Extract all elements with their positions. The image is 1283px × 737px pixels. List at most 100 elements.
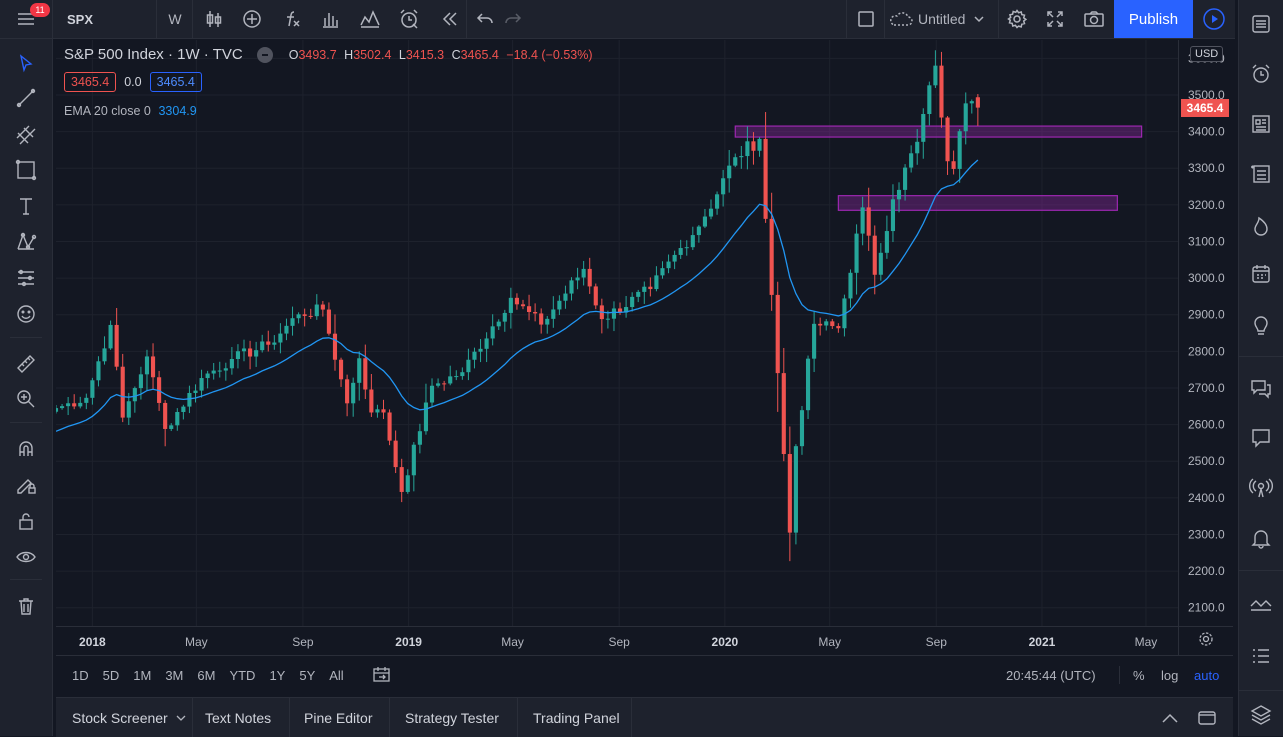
- measure-tool[interactable]: [10, 349, 42, 379]
- patterns-tool[interactable]: [10, 227, 42, 257]
- magnet-tool[interactable]: [10, 434, 42, 464]
- function-icon: [287, 11, 300, 27]
- tab-pine-editor[interactable]: Pine Editor: [304, 709, 373, 726]
- ema-indicator-label[interactable]: EMA 20 close 0: [64, 104, 151, 118]
- watchlist-button[interactable]: [1245, 8, 1277, 40]
- candle-body: [369, 389, 374, 413]
- play-button[interactable]: [1193, 0, 1235, 38]
- log-toggle[interactable]: log: [1161, 667, 1179, 683]
- notifications-button[interactable]: [1245, 522, 1277, 554]
- chats-button[interactable]: [1245, 372, 1277, 404]
- news-button[interactable]: [1245, 108, 1277, 140]
- candle-body: [72, 403, 77, 407]
- fullscreen-button[interactable]: [1040, 0, 1070, 38]
- select-layout-button[interactable]: [850, 0, 882, 38]
- calendar-button[interactable]: [1245, 258, 1277, 290]
- compare-button[interactable]: [236, 0, 268, 38]
- go-to-date-button[interactable]: [372, 656, 392, 694]
- chat-bubbles-icon: [1251, 380, 1271, 399]
- utc-clock[interactable]: 20:45:44 (UTC): [1006, 667, 1096, 683]
- collapse-panel-button[interactable]: [1161, 698, 1179, 737]
- settings-button[interactable]: [1002, 0, 1032, 38]
- snapshot-button[interactable]: [1078, 0, 1110, 38]
- time-tick-label: 2021: [1029, 635, 1056, 649]
- candle-body: [66, 403, 71, 407]
- stay-in-drawing-mode[interactable]: [10, 469, 42, 499]
- indicators-button[interactable]: [276, 0, 308, 38]
- candle-body: [466, 359, 471, 373]
- candle-body: [593, 286, 598, 306]
- range-1d[interactable]: 1D: [72, 667, 89, 683]
- layout-name: Untitled: [918, 11, 966, 27]
- range-all[interactable]: All: [329, 667, 344, 683]
- fib-tool[interactable]: [10, 120, 42, 150]
- symbol-search-button[interactable]: SPX: [66, 11, 93, 27]
- streams-button[interactable]: [1245, 472, 1277, 504]
- series-title[interactable]: S&P 500 Index · 1W · TVC: [64, 46, 243, 63]
- text-tool[interactable]: [10, 191, 42, 221]
- tab-strategy-tester[interactable]: Strategy Tester: [405, 709, 499, 726]
- icons-tool[interactable]: [10, 299, 42, 329]
- financials-button[interactable]: [314, 0, 346, 38]
- chart-style-button[interactable]: [198, 0, 230, 38]
- alerts-button[interactable]: [1245, 58, 1277, 90]
- hotlists-button[interactable]: [1245, 210, 1277, 242]
- interval-button[interactable]: W: [168, 11, 182, 27]
- tab-trading-panel[interactable]: Trading Panel: [533, 709, 620, 726]
- candle-body: [308, 315, 313, 317]
- candle-body: [890, 199, 896, 232]
- unlock-icon: [19, 513, 33, 530]
- percent-toggle[interactable]: %: [1133, 667, 1145, 683]
- range-5d[interactable]: 5D: [102, 667, 120, 683]
- range-1m[interactable]: 1M: [133, 667, 152, 683]
- candle-body: [830, 321, 835, 327]
- range-1y[interactable]: 1Y: [269, 667, 286, 683]
- publish-button[interactable]: Publish: [1114, 0, 1193, 38]
- templates-button[interactable]: [354, 0, 386, 38]
- rectangle-icon: [15, 159, 37, 181]
- range-3m[interactable]: 3M: [165, 667, 184, 683]
- axis-settings-button[interactable]: [1198, 631, 1214, 652]
- layout-name-button[interactable]: Untitled: [888, 0, 998, 38]
- hide-legend-button[interactable]: [256, 46, 273, 63]
- zoom-tool[interactable]: [10, 384, 42, 414]
- range-5y[interactable]: 5Y: [299, 667, 316, 683]
- candle-body: [721, 178, 726, 195]
- ideas-button[interactable]: [1245, 310, 1277, 342]
- trend-line-tool[interactable]: [10, 83, 42, 113]
- range-6m[interactable]: 6M: [197, 667, 216, 683]
- chart-pane[interactable]: 3600.03500.03400.03300.03200.03100.03000…: [56, 40, 1233, 655]
- shapes-tool[interactable]: [10, 155, 42, 185]
- fullscreen-icon: [1047, 11, 1063, 27]
- private-chats-button[interactable]: [1245, 422, 1277, 454]
- object-tree-button[interactable]: [1245, 698, 1277, 730]
- remove-drawings[interactable]: [10, 591, 42, 621]
- sell-button[interactable]: 3465.4: [64, 72, 117, 92]
- candle-body: [805, 358, 811, 411]
- cursor-tool[interactable]: [10, 48, 42, 78]
- hide-drawings[interactable]: [10, 542, 42, 572]
- lock-drawings[interactable]: [10, 506, 42, 536]
- tab-stock-screener[interactable]: Stock Screener: [72, 698, 186, 737]
- candle-body: [793, 446, 798, 533]
- redo-button[interactable]: [498, 0, 528, 38]
- order-panel-button[interactable]: [1245, 586, 1277, 618]
- alert-button[interactable]: [392, 0, 426, 38]
- chevron-down-icon: [176, 715, 186, 721]
- tab-text-notes[interactable]: Text Notes: [205, 709, 272, 726]
- replay-button[interactable]: [434, 0, 466, 38]
- buy-button[interactable]: 3465.4: [149, 72, 202, 92]
- candle-body: [138, 374, 143, 389]
- maximize-panel-button[interactable]: [1198, 698, 1216, 737]
- data-window-button[interactable]: [1245, 158, 1277, 190]
- range-ytd[interactable]: YTD: [229, 667, 256, 683]
- candle-body: [320, 304, 325, 310]
- chat-bubble-icon: [1252, 429, 1270, 448]
- auto-toggle[interactable]: auto: [1194, 667, 1220, 683]
- newspaper-icon: [1252, 115, 1270, 133]
- price-chart[interactable]: 3600.03500.03400.03300.03200.03100.03000…: [56, 40, 1233, 655]
- undo-button[interactable]: [470, 0, 500, 38]
- prediction-tool[interactable]: [10, 263, 42, 293]
- currency-label[interactable]: USD: [1190, 46, 1224, 62]
- dom-button[interactable]: [1245, 640, 1277, 672]
